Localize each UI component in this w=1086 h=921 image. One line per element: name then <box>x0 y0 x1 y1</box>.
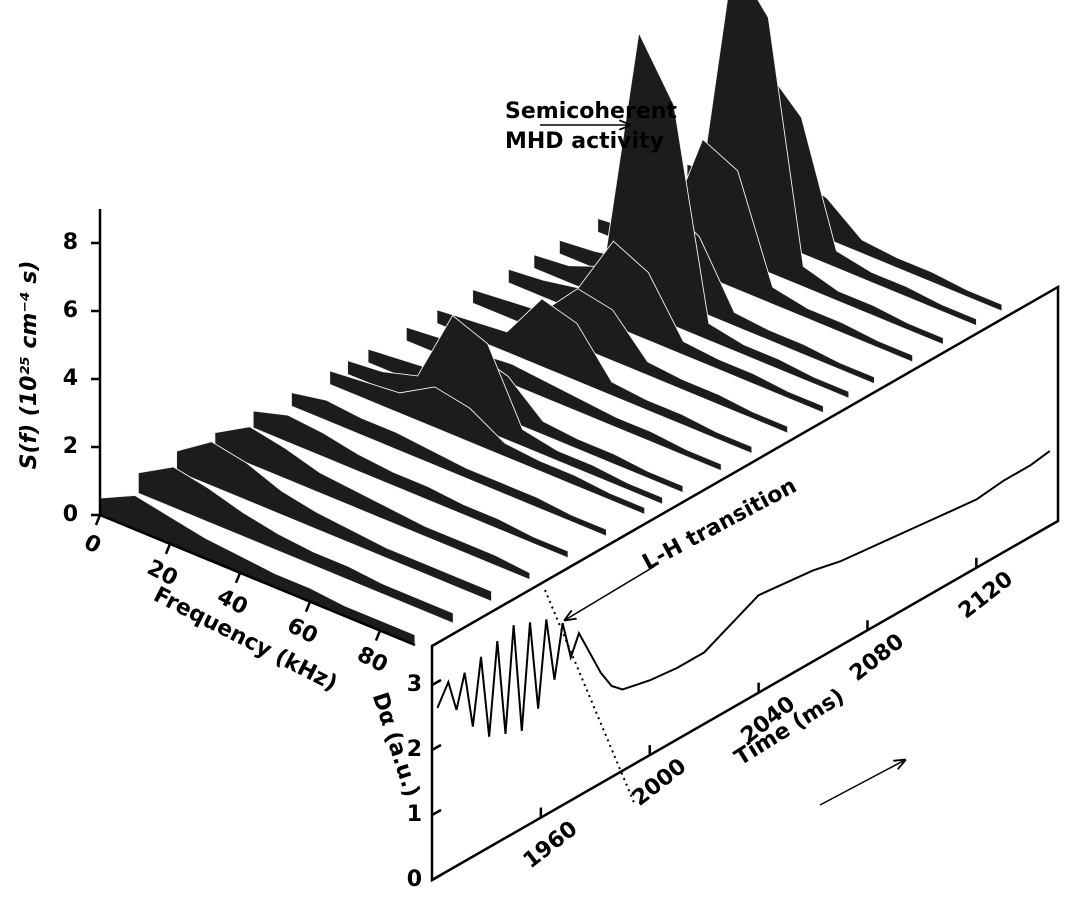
y2-tick <box>431 808 442 817</box>
x-tick-label: 80 <box>353 642 392 678</box>
trace-line <box>436 450 1051 737</box>
annotation: MHD activity <box>505 129 664 154</box>
panel-frame <box>430 284 1060 883</box>
spectrum-slice <box>290 391 607 537</box>
annotation: Semicoherent <box>505 99 677 124</box>
x-tick-label: 60 <box>283 613 322 649</box>
y2-tick <box>431 743 442 752</box>
x-tick <box>304 601 312 613</box>
spectrum-slice <box>436 298 753 455</box>
y2-tick-label: 3 <box>407 672 422 697</box>
spectrum-slice <box>252 410 569 559</box>
spectrum-slice <box>329 370 646 516</box>
x-tick <box>164 543 172 555</box>
x-tick <box>94 514 102 526</box>
x-tick <box>374 630 382 642</box>
z-axis-title: S(f) (10²⁵ cm⁻⁴ s) <box>17 261 42 470</box>
z-tick-label: 0 <box>63 502 78 527</box>
z-tick-label: 6 <box>63 298 78 323</box>
x-tick <box>234 572 242 584</box>
z-tick-label: 2 <box>63 434 78 459</box>
time-arrow <box>819 760 905 806</box>
transition-arrow <box>565 565 656 620</box>
z-tick-label: 4 <box>63 366 78 391</box>
y2-tick <box>431 678 442 687</box>
y2-tick-label: 1 <box>407 802 422 827</box>
y2-tick <box>431 873 442 882</box>
spectrum-slice <box>176 441 493 603</box>
spectrum-slice <box>137 466 454 624</box>
z-tick-label: 8 <box>63 230 78 255</box>
x-axis <box>99 513 416 647</box>
spectrum-slice <box>214 426 531 581</box>
y2-tick-label: 2 <box>407 737 422 762</box>
x-tick-label: 0 <box>80 530 105 559</box>
y2-tick-label: 0 <box>407 867 422 892</box>
